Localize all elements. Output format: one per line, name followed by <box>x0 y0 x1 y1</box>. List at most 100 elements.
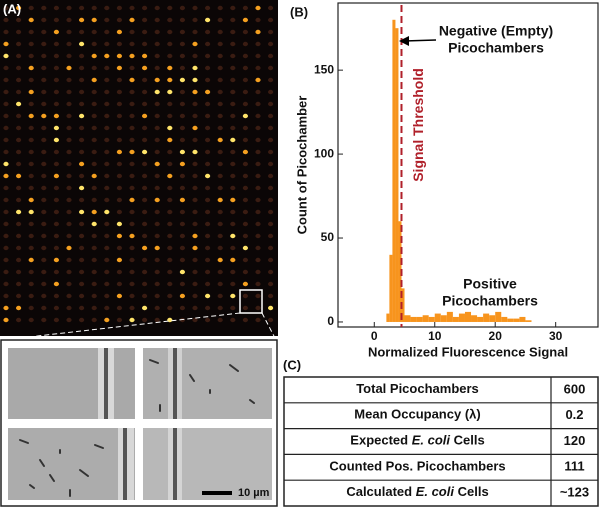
picochamber <box>3 293 9 299</box>
picochamber <box>129 41 135 47</box>
bacterium <box>249 399 255 404</box>
picochamber <box>179 113 185 119</box>
picochamber <box>129 89 135 95</box>
picochamber <box>268 41 274 47</box>
picochamber <box>255 65 261 71</box>
picochamber <box>66 41 72 47</box>
picochamber <box>205 17 211 23</box>
picochamber <box>154 317 160 323</box>
micrographs <box>8 348 272 500</box>
picochamber <box>104 185 110 191</box>
picochamber <box>268 113 274 119</box>
x-tick-label: 0 <box>371 329 378 343</box>
picochamber <box>167 65 173 71</box>
picochamber <box>66 233 72 239</box>
picochamber <box>230 5 236 11</box>
picochamber <box>217 5 223 11</box>
bar <box>428 316 435 322</box>
picochamber <box>154 209 160 215</box>
picochamber <box>3 125 9 131</box>
y-tick-label: 150 <box>314 62 334 76</box>
picochamber <box>205 197 211 203</box>
picochamber <box>41 5 47 11</box>
y-axis-label: Count of Picochamber <box>294 96 309 235</box>
picochamber <box>79 257 85 263</box>
picochamber <box>242 173 248 179</box>
picochamber <box>205 221 211 227</box>
picochamber <box>268 89 274 95</box>
picochamber <box>116 41 122 47</box>
picochamber <box>41 77 47 83</box>
picochamber <box>242 317 248 323</box>
picochamber <box>205 161 211 167</box>
picochamber <box>192 161 198 167</box>
row-value: 120 <box>564 433 586 448</box>
picochamber <box>79 161 85 167</box>
picochamber <box>16 5 22 11</box>
picochamber <box>205 41 211 47</box>
picochamber <box>53 41 60 47</box>
bar <box>422 315 429 322</box>
y-tick-label: 50 <box>321 230 335 244</box>
picochamber <box>104 17 110 23</box>
picochamber <box>66 149 72 155</box>
picochamber <box>28 101 34 107</box>
picochamber <box>91 269 97 275</box>
picochamber <box>242 101 248 107</box>
picochamber <box>16 17 22 23</box>
picochamber <box>205 281 211 287</box>
picochamber <box>91 161 97 167</box>
label-part: Calculated <box>346 485 415 500</box>
picochamber <box>91 317 97 323</box>
picochamber <box>116 5 122 11</box>
picochamber <box>104 5 110 11</box>
picochamber <box>242 137 248 143</box>
picochamber <box>66 257 72 263</box>
picochamber <box>179 293 185 299</box>
picochamber <box>255 77 261 83</box>
picochamber <box>255 101 261 107</box>
picochamber <box>242 29 248 35</box>
picochamber <box>142 65 148 71</box>
picochamber <box>104 269 110 275</box>
picochamber <box>255 305 261 311</box>
picochamber <box>41 185 47 191</box>
picochamber <box>154 5 160 11</box>
picochamber <box>53 221 60 227</box>
picochamber <box>28 161 34 167</box>
scale-bar-label: 10 µm <box>238 487 270 499</box>
picochamber <box>66 161 72 167</box>
picochamber <box>41 137 47 143</box>
picochamber <box>3 221 9 227</box>
picochamber <box>28 113 34 119</box>
picochamber <box>268 245 274 251</box>
picochamber <box>129 209 135 215</box>
picochamber <box>91 65 97 71</box>
picochamber <box>28 197 34 203</box>
picochamber <box>255 317 261 323</box>
bacterium <box>149 359 159 364</box>
picochamber <box>230 221 236 227</box>
picochamber <box>192 173 198 179</box>
picochamber <box>129 197 135 203</box>
picochamber <box>142 101 148 107</box>
picochamber <box>217 113 223 119</box>
picochamber <box>41 305 47 311</box>
picochamber <box>116 137 122 143</box>
x-axis-label: Normalized Fluorescence Signal <box>368 344 568 359</box>
picochamber <box>104 245 110 251</box>
picochamber <box>255 185 261 191</box>
picochamber <box>142 209 148 215</box>
picochamber <box>217 233 223 239</box>
picochamber <box>268 221 274 227</box>
picochamber <box>104 29 110 35</box>
picochamber <box>179 29 185 35</box>
picochamber <box>142 233 148 239</box>
picochamber <box>167 89 173 95</box>
picochamber <box>3 29 9 35</box>
picochamber <box>41 65 47 71</box>
picochamber <box>142 125 148 131</box>
picochamber <box>66 317 72 323</box>
picochamber <box>3 161 9 167</box>
